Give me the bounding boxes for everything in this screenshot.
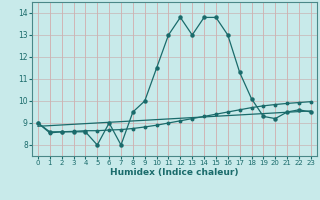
X-axis label: Humidex (Indice chaleur): Humidex (Indice chaleur) (110, 168, 239, 177)
